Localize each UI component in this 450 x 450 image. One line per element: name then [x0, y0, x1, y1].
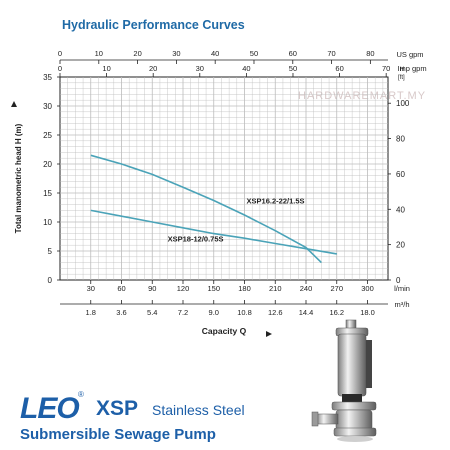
x-tick-label-usgpm: 60	[289, 49, 297, 58]
y-tick-label: 10	[43, 218, 52, 227]
ft-tick-label: 40	[396, 205, 405, 214]
x-unit-lmin: l/min	[394, 284, 410, 293]
series-line	[90, 154, 322, 264]
y-tick-label: 35	[43, 73, 52, 82]
brand-block: LEO ® XSP Stainless Steel Submersible Se…	[20, 390, 280, 447]
material-label: Stainless Steel	[152, 402, 245, 418]
x-tick-label-lmin: 60	[117, 284, 125, 293]
x-tick-label-usgpm: 80	[366, 49, 374, 58]
y-tick-label: 30	[43, 102, 52, 111]
x-tick-label-m3h: 1.8	[86, 308, 96, 317]
y-tick-label: 15	[43, 189, 52, 198]
x-tick-label-impgpm: 10	[102, 64, 110, 73]
y-axis-arrow	[11, 101, 17, 107]
ft-tick-label: 100	[396, 99, 410, 108]
x-unit-usgpm: US gpm	[396, 50, 423, 59]
x-tick-label-m3h: 9.0	[209, 308, 219, 317]
x-tick-label-usgpm: 0	[58, 49, 62, 58]
x-tick-label-impgpm: 50	[289, 64, 297, 73]
x-tick-label-usgpm: 70	[327, 49, 335, 58]
ft-tick-label: 80	[396, 135, 405, 144]
chart-title: Hydraulic Performance Curves	[62, 18, 245, 32]
y-tick-label: 20	[43, 160, 52, 169]
series-label: XSP18-12/0.75S	[168, 235, 224, 244]
x-tick-label-impgpm: 60	[335, 64, 343, 73]
ft-tick-label: 20	[396, 241, 405, 250]
y-tick-label: 0	[48, 276, 53, 285]
series-label: XSP16.2-22/1.5S	[247, 196, 305, 205]
x-tick-label-impgpm: 40	[242, 64, 250, 73]
x-unit-impgpm: Imp gpm	[397, 64, 426, 73]
ft-tick-label: 60	[396, 170, 405, 179]
x-tick-label-usgpm: 20	[133, 49, 141, 58]
x-tick-label-usgpm: 10	[95, 49, 103, 58]
x-tick-label-m3h: 5.4	[147, 308, 157, 317]
plot-frame	[59, 76, 389, 281]
x-tick-label-lmin: 300	[361, 284, 374, 293]
leo-logo: LEO	[20, 392, 80, 425]
x-tick-label-m3h: 14.4	[299, 308, 314, 317]
x-unit-m3h: m³/h	[395, 300, 410, 309]
series-line	[90, 209, 337, 255]
x-axis-arrow	[266, 331, 272, 337]
x-tick-label-lmin: 240	[300, 284, 313, 293]
x-tick-label-lmin: 30	[87, 284, 95, 293]
ft-axis-unit: [ft]	[398, 75, 405, 81]
x-tick-label-m3h: 18.0	[360, 308, 375, 317]
x-tick-label-lmin: 180	[238, 284, 251, 293]
x-tick-label-impgpm: 0	[58, 64, 62, 73]
registered-mark: ®	[78, 390, 84, 399]
ft-axis-h-label: H	[400, 67, 404, 73]
x-tick-label-lmin: 270	[330, 284, 343, 293]
x-tick-label-m3h: 7.2	[178, 308, 188, 317]
x-tick-label-m3h: 10.8	[237, 308, 252, 317]
x-tick-label-lmin: 210	[269, 284, 282, 293]
ft-tick-label: 0	[396, 276, 401, 285]
x-tick-label-m3h: 16.2	[329, 308, 344, 317]
x-tick-label-lmin: 150	[207, 284, 220, 293]
model-name: XSP	[96, 397, 139, 420]
x-tick-label-lmin: 120	[177, 284, 190, 293]
x-tick-label-impgpm: 30	[196, 64, 204, 73]
y-tick-label: 5	[48, 247, 53, 256]
x-tick-label-impgpm: 20	[149, 64, 157, 73]
x-tick-label-lmin: 90	[148, 284, 156, 293]
y-axis-title: Total manometric head H (m)	[14, 123, 23, 233]
x-tick-label-m3h: 12.6	[268, 308, 283, 317]
x-tick-label-m3h: 3.6	[116, 308, 126, 317]
watermark: HARDWAREMART.MY	[298, 90, 427, 102]
x-tick-label-usgpm: 30	[172, 49, 180, 58]
x-tick-label-usgpm: 40	[211, 49, 219, 58]
product-subtitle: Submersible Sewage Pump	[20, 426, 216, 443]
x-tick-label-usgpm: 50	[250, 49, 258, 58]
y-tick-label: 25	[43, 131, 52, 140]
x-axis-title: Capacity Q	[202, 326, 247, 336]
pump-image	[311, 319, 377, 442]
x-tick-label-impgpm: 70	[382, 64, 390, 73]
